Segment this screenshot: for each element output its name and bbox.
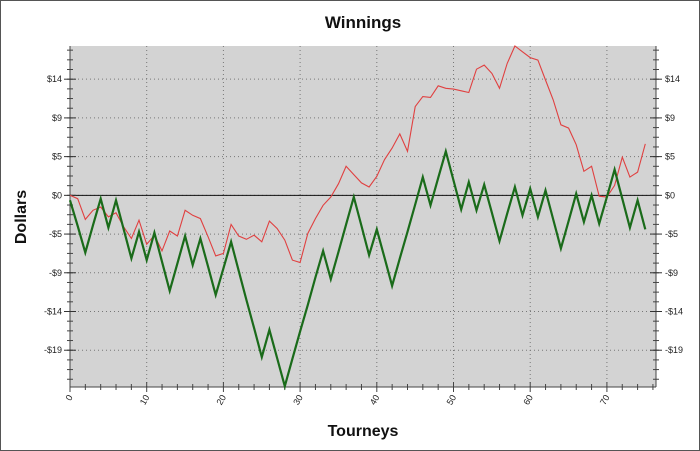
y-tick-label-left: $9 xyxy=(52,113,62,123)
y-tick-label-left: $5 xyxy=(52,152,62,162)
x-tick-label: 60 xyxy=(521,393,535,407)
x-tick-label: 20 xyxy=(214,393,228,407)
plot-area xyxy=(70,46,656,387)
x-tick-label: 0 xyxy=(64,393,75,402)
y-tick-label-right: $14 xyxy=(665,74,680,84)
x-tick-label: 40 xyxy=(368,393,382,407)
y-tick-label-right: -$19 xyxy=(665,345,683,355)
y-tick-label-right: $9 xyxy=(665,113,675,123)
y-axis-label: Dollars xyxy=(13,190,30,244)
y-tick-label-left: -$9 xyxy=(49,268,62,278)
x-tick-label: 10 xyxy=(138,393,152,407)
y-tick-label-right: -$14 xyxy=(665,306,683,316)
y-tick-label-right: $0 xyxy=(665,190,675,200)
y-tick-label-left: $0 xyxy=(52,190,62,200)
y-tick-label-right: $5 xyxy=(665,152,675,162)
series-line-2 xyxy=(68,147,647,391)
y-tick-label-left: -$14 xyxy=(44,306,62,316)
chart-title: Winnings xyxy=(325,13,401,32)
y-tick-label-right: -$5 xyxy=(665,229,678,239)
y-tick-label-left: -$19 xyxy=(44,345,62,355)
x-axis-label: Tourneys xyxy=(328,423,399,440)
series-line-1 xyxy=(69,45,646,264)
y-tick-label-right: -$9 xyxy=(665,268,678,278)
x-tick-label: 50 xyxy=(445,393,459,407)
x-tick-label: 70 xyxy=(598,393,612,407)
x-tick-label: 30 xyxy=(291,393,305,407)
y-tick-label-left: -$5 xyxy=(49,229,62,239)
y-tick-label-left: $14 xyxy=(47,74,62,84)
